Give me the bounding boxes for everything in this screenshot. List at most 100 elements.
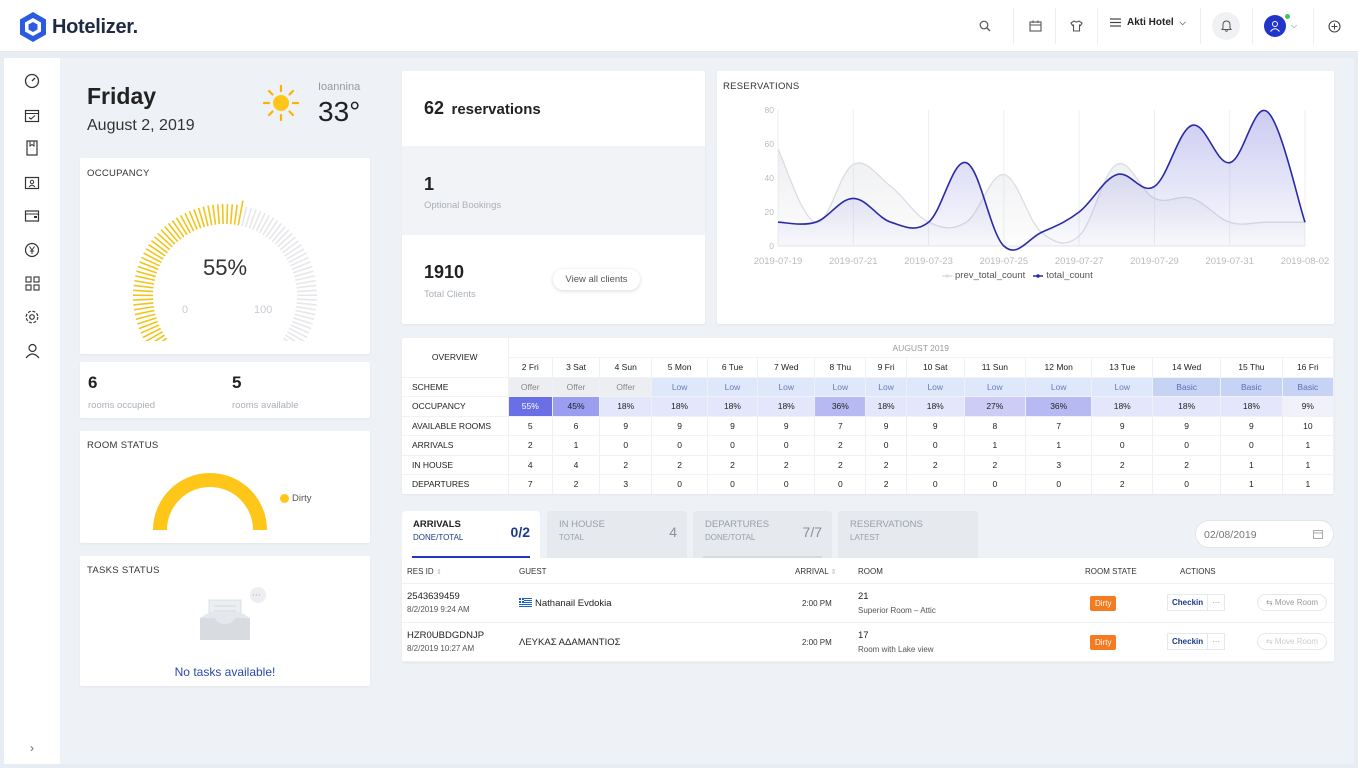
checkin-button[interactable]: Checkin xyxy=(1167,594,1208,611)
scheme-cell[interactable]: Basic xyxy=(1282,377,1334,397)
gauge-tick xyxy=(282,240,300,254)
guest-name[interactable]: ΛΕΥΚΑΣ ΑΔΑΜΑΝΤΙΟΣ xyxy=(519,637,621,648)
search-icon[interactable] xyxy=(971,12,999,40)
room-number: 21 xyxy=(858,591,869,602)
scheme-cell[interactable]: Low xyxy=(1091,377,1154,397)
day-header: 15 Thu xyxy=(1220,357,1283,378)
expand-icon[interactable]: › xyxy=(30,741,34,755)
scheme-cell[interactable]: Low xyxy=(814,377,867,397)
weather-temp: 33° xyxy=(318,96,361,127)
tasks-card: TASKS STATUS ··· No tasks available! xyxy=(80,556,370,686)
scheme-cell[interactable]: Basic xyxy=(1152,377,1222,397)
scheme-cell[interactable]: Offer xyxy=(599,377,653,397)
gauge-tick xyxy=(142,327,162,339)
apps-icon[interactable] xyxy=(22,273,42,293)
scheme-cell[interactable]: Low xyxy=(906,377,965,397)
arrival-time: 2:00 PM xyxy=(802,599,832,608)
inhouse-label: IN HOUSE xyxy=(402,455,509,475)
occupancy-card: OCCUPANCY 55% 0 100 xyxy=(80,158,370,354)
tab-reservations[interactable]: RESERVATIONS LATEST xyxy=(838,511,978,558)
gear-icon[interactable] xyxy=(22,307,42,327)
gauge-tick xyxy=(262,217,275,236)
col-arrival[interactable]: ARRIVAL ⇕ xyxy=(795,567,837,576)
occupancy-cell: 27% xyxy=(964,396,1027,417)
room-number: 17 xyxy=(858,630,869,641)
calendar-icon[interactable] xyxy=(1021,12,1049,40)
scheme-cell[interactable]: Low xyxy=(964,377,1027,397)
more-actions-button[interactable]: ··· xyxy=(1207,594,1226,611)
gauge-tick xyxy=(259,215,271,234)
tab-in-house-title: IN HOUSE xyxy=(559,519,605,530)
logo[interactable]: Hotelizer. xyxy=(18,11,138,43)
gauge-tick xyxy=(295,309,316,316)
legend-total[interactable]: total_count xyxy=(1033,270,1093,281)
gauge-tick xyxy=(133,298,154,301)
move-room-button[interactable]: ⇆ Move Room xyxy=(1257,633,1328,650)
tab-arrivals[interactable]: ARRIVALS DONE/TOTAL 0/2 xyxy=(402,511,540,558)
gauge-tick xyxy=(221,204,224,225)
tab-reservations-sub: LATEST xyxy=(850,533,880,542)
chevron-down-icon[interactable]: ⌵ xyxy=(1291,21,1298,30)
contact-calendar-icon[interactable] xyxy=(22,172,42,192)
checkin-button[interactable]: Checkin xyxy=(1167,633,1208,650)
move-room-button[interactable]: ⇆ Move Room xyxy=(1257,594,1328,611)
arrivals-cell: 0 xyxy=(1091,435,1154,456)
wallet-icon[interactable] xyxy=(22,206,42,226)
available-cell: 10 xyxy=(1282,416,1334,436)
available-cell: 9 xyxy=(651,416,708,436)
res-id[interactable]: HZR0UBDGDNJP xyxy=(407,630,485,641)
x-tick-label: 2019-07-25 xyxy=(980,256,1029,267)
gauge-tick xyxy=(292,320,312,330)
shirt-icon[interactable] xyxy=(1062,12,1090,40)
calendar-check-icon[interactable] xyxy=(22,105,42,125)
y-tick-label: 0 xyxy=(769,241,774,251)
gauge-tick xyxy=(153,236,171,251)
scheme-cell[interactable]: Low xyxy=(651,377,708,397)
tab-in-house-sub: TOTAL xyxy=(559,533,585,542)
empty-inbox-icon: ··· xyxy=(200,587,266,640)
scheme-cell[interactable]: Low xyxy=(1025,377,1093,397)
avatar[interactable] xyxy=(1264,15,1286,37)
col-resid[interactable]: RES ID ⇕ xyxy=(407,567,442,576)
scheme-cell[interactable]: Low xyxy=(707,377,759,397)
tab-departures[interactable]: DEPARTURES DONE/TOTAL 7/7 xyxy=(693,511,832,558)
more-actions-button[interactable]: ··· xyxy=(1207,633,1226,650)
calendar-icon xyxy=(1313,530,1323,539)
hotel-selector[interactable]: Akti Hotel ⌵ xyxy=(1110,17,1186,28)
res-id[interactable]: 2543639459 xyxy=(407,591,460,602)
top-bar: Hotelizer. Akti Hotel ⌵ ⌵ xyxy=(0,0,1358,52)
gauge-tick xyxy=(137,317,157,325)
occupancy-cell: 18% xyxy=(599,396,653,417)
guest-name[interactable]: Nathanail Evdokia xyxy=(519,598,612,609)
res-date: 8/2/2019 10:27 AM xyxy=(407,644,475,653)
date-picker[interactable]: 02/08/2019 xyxy=(1195,520,1334,548)
user-icon[interactable] xyxy=(22,341,42,361)
yen-icon[interactable] xyxy=(22,240,42,260)
scheme-cell[interactable]: Offer xyxy=(508,377,554,397)
rooms-occupied-label: rooms occupied xyxy=(88,400,156,411)
arrivals-cell: 1 xyxy=(1282,435,1334,456)
departures-cell: 0 xyxy=(964,474,1027,494)
view-all-clients-button[interactable]: View all clients xyxy=(553,269,640,290)
inhouse-cell: 2 xyxy=(757,455,816,475)
room-state-badge[interactable]: Dirty xyxy=(1090,596,1117,611)
gauge-tick xyxy=(157,232,173,248)
checkin-group: Checkin ··· xyxy=(1167,633,1226,650)
inhouse-cell: 1 xyxy=(1282,455,1334,475)
scheme-cell[interactable]: Basic xyxy=(1220,377,1283,397)
tab-in-house[interactable]: IN HOUSE TOTAL 4 xyxy=(547,511,687,558)
dashboard-icon[interactable] xyxy=(22,71,42,91)
legend-prev[interactable]: prev_total_count xyxy=(942,270,1025,281)
scheme-cell[interactable]: Offer xyxy=(552,377,601,397)
day-header: 7 Wed xyxy=(757,357,816,378)
book-icon[interactable] xyxy=(22,138,42,158)
bell-icon[interactable] xyxy=(1212,12,1240,40)
add-icon[interactable] xyxy=(1320,12,1348,40)
table-row[interactable]: 2543639459 8/2/2019 9:24 AM Nathanail Evdo… xyxy=(402,584,1334,623)
table-row[interactable]: HZR0UBDGDNJP 8/2/2019 10:27 AM ΛΕΥΚΑΣ ΑΔΑΜ… xyxy=(402,623,1334,662)
scheme-cell[interactable]: Low xyxy=(757,377,816,397)
scheme-cell[interactable]: Low xyxy=(865,377,907,397)
tab-departures-sub: DONE/TOTAL xyxy=(705,533,756,542)
room-state-badge[interactable]: Dirty xyxy=(1090,635,1117,650)
gauge-tick xyxy=(140,324,160,334)
